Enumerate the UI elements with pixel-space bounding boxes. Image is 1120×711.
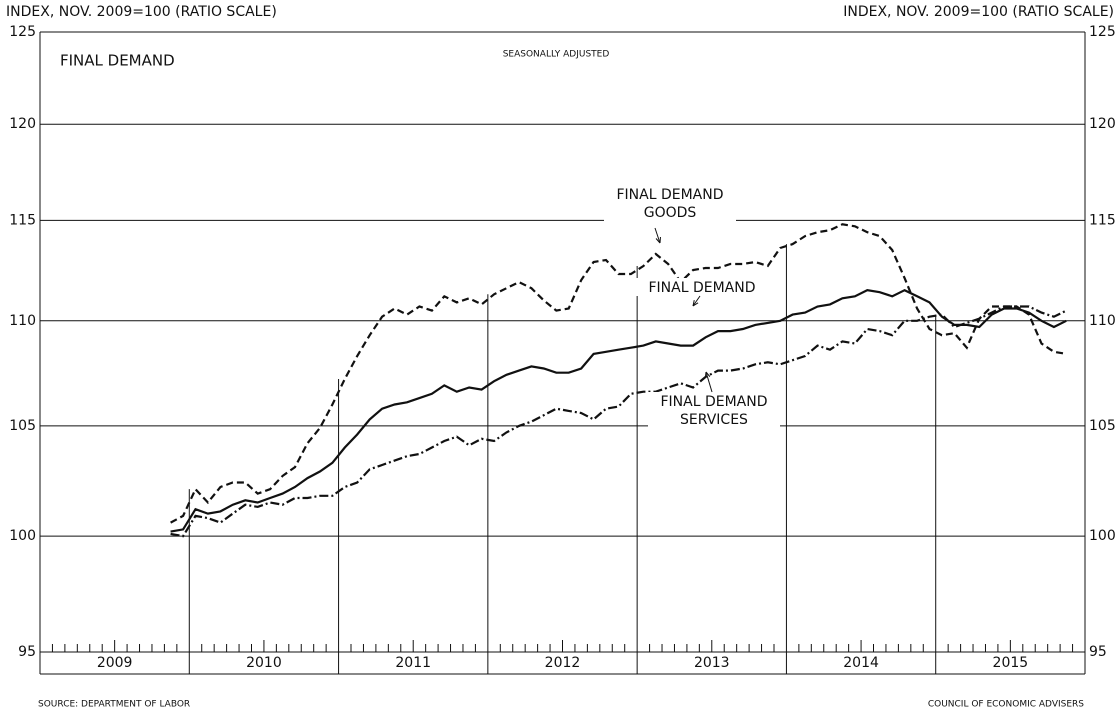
series-label: FINAL DEMAND [616, 187, 723, 203]
x-tick-label: 2009 [97, 655, 133, 671]
series-line [170, 305, 1067, 538]
chart-title: FINAL DEMAND [60, 52, 175, 70]
series-line [170, 288, 1067, 533]
credit: COUNCIL OF ECONOMIC ADVISERS [928, 700, 1084, 710]
series-label: FINAL DEMAND [648, 280, 755, 296]
label-arrowhead [704, 371, 711, 379]
label-background [604, 185, 736, 221]
y-tick-label: 120 [9, 116, 36, 132]
y-tick-label: 100 [9, 528, 36, 544]
label-arrow [692, 295, 701, 307]
label-background [648, 392, 780, 428]
y-tick-label: 125 [9, 24, 36, 40]
x-tick-label: 2013 [694, 655, 730, 671]
y2-tick-label: 110 [1089, 313, 1116, 329]
x-tick-label: 2014 [843, 655, 879, 671]
y2-tick-label: 115 [1089, 212, 1116, 228]
x-tick-label: 2012 [545, 655, 581, 671]
label-background [636, 278, 768, 296]
label-arrow [654, 227, 661, 244]
x-tick-label: 2011 [395, 655, 431, 671]
x-tick-label: 2015 [993, 655, 1029, 671]
y2-tick-label: 95 [1089, 644, 1107, 660]
y2-tick-label: 100 [1089, 528, 1116, 544]
label-arrowhead [655, 236, 661, 244]
series-label: GOODS [644, 205, 697, 221]
label-arrowhead [692, 300, 699, 307]
chart-subtitle: SEASONALLY ADJUSTED [503, 50, 610, 60]
y2-tick-label: 120 [1089, 116, 1116, 132]
y-tick-label: 105 [9, 418, 36, 434]
x-tick-label: 2010 [246, 655, 282, 671]
y-axis-label: INDEX, NOV. 2009=100 (RATIO SCALE) [6, 4, 277, 20]
series-label: SERVICES [680, 412, 748, 428]
series-label: FINAL DEMAND [660, 394, 767, 410]
label-arrow [705, 371, 713, 393]
source: SOURCE: DEPARTMENT OF LABOR [38, 700, 190, 710]
y2-tick-label: 125 [1089, 24, 1116, 40]
y2-axis-label: INDEX, NOV. 2009=100 (RATIO SCALE) [843, 4, 1114, 20]
y2-tick-label: 105 [1089, 418, 1116, 434]
series-line [170, 223, 1067, 524]
y-tick-label: 95 [18, 644, 36, 660]
y-tick-label: 115 [9, 212, 36, 228]
y-tick-label: 110 [9, 313, 36, 329]
